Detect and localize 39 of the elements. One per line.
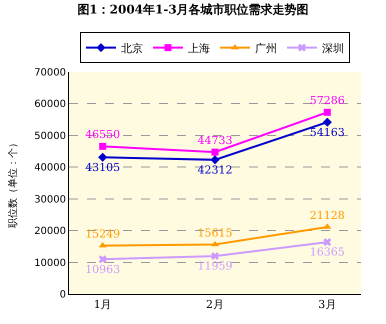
point bbox=[210, 155, 220, 164]
point bbox=[99, 142, 106, 150]
y-tick-label: 60000 bbox=[34, 99, 66, 110]
data-label: 15615 bbox=[198, 226, 232, 240]
point bbox=[98, 152, 108, 162]
y-tick-label: 70000 bbox=[34, 68, 66, 78]
data-label: 57286 bbox=[310, 94, 345, 108]
data-label: 15249 bbox=[85, 228, 120, 241]
data-label: 44733 bbox=[198, 134, 232, 148]
legend-label: 上海 bbox=[188, 42, 210, 55]
y-tick-label: 10000 bbox=[34, 258, 66, 269]
x-tick-label: 1月 bbox=[94, 298, 112, 312]
data-label: 10963 bbox=[85, 262, 120, 276]
x-tick-label: 2月 bbox=[206, 298, 224, 312]
y-tick-label: 50000 bbox=[34, 130, 66, 142]
y-axis-title: 职位数（单位：个） bbox=[7, 138, 20, 228]
data-label: 43105 bbox=[85, 160, 120, 174]
y-tick-label: 0 bbox=[60, 290, 66, 300]
x-tick-label: 3月 bbox=[318, 298, 336, 312]
data-label: 46550 bbox=[85, 128, 120, 142]
data-label: 54163 bbox=[310, 126, 345, 139]
point bbox=[322, 118, 332, 127]
data-label: 11959 bbox=[198, 260, 232, 273]
point bbox=[323, 223, 332, 229]
legend-label: 深圳 bbox=[322, 42, 344, 55]
point bbox=[212, 148, 218, 156]
data-label: 42312 bbox=[198, 163, 232, 176]
chart-title: 图1：2004年1-3月各城市职位需求走势图 bbox=[77, 2, 309, 16]
data-label: 21128 bbox=[310, 208, 345, 222]
y-tick-label: 20000 bbox=[34, 226, 66, 238]
point bbox=[211, 252, 219, 260]
point bbox=[323, 238, 332, 246]
legend-label: 广州 bbox=[255, 42, 277, 55]
y-tick-label: 40000 bbox=[34, 162, 66, 174]
point bbox=[98, 255, 107, 264]
point bbox=[324, 108, 331, 116]
y-tick-label: 30000 bbox=[34, 194, 66, 206]
legend-label: 北京 bbox=[121, 42, 143, 55]
data-label: 16365 bbox=[310, 246, 345, 259]
